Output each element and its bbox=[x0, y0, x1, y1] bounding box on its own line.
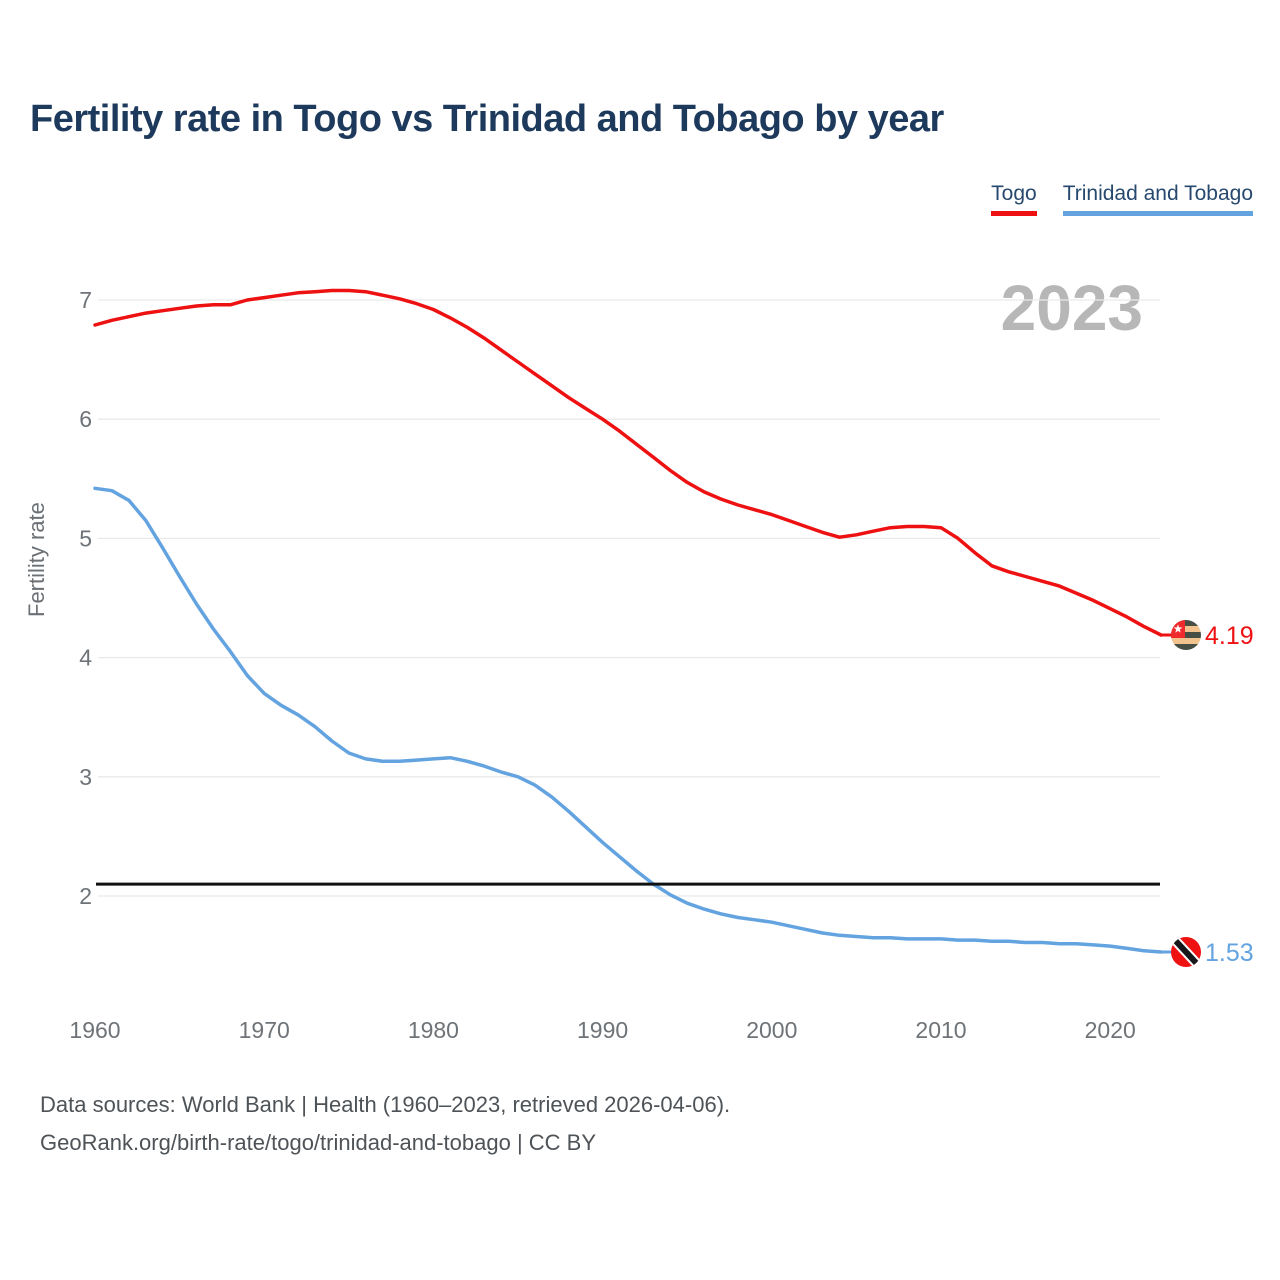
series-line-trinidad_and_tobago[interactable] bbox=[93, 486, 1163, 954]
y-axis-label: Fertility rate bbox=[24, 502, 49, 618]
end-value-label-togo: 4.19 bbox=[1205, 622, 1254, 650]
x-tick-2010: 2010 bbox=[915, 1017, 966, 1043]
legend-item-trinidad-and-tobago[interactable]: Trinidad and Tobago bbox=[1062, 182, 1253, 216]
legend: Togo Trinidad and Tobago bbox=[991, 182, 1253, 216]
y-tick-7: 7 bbox=[79, 287, 92, 313]
trinidad-and-tobago-flag-icon bbox=[1171, 937, 1201, 967]
y-tick-2: 2 bbox=[79, 883, 92, 909]
legend-item-togo[interactable]: Togo bbox=[991, 182, 1037, 216]
x-tick-1980: 1980 bbox=[408, 1017, 459, 1043]
footer-attribution-line: GeoRank.org/birth-rate/togo/trinidad-and… bbox=[40, 1130, 597, 1155]
footer-source-line: Data sources: World Bank | Health (1960–… bbox=[40, 1092, 731, 1117]
togo-flag-icon bbox=[1171, 620, 1201, 650]
x-tick-2000: 2000 bbox=[746, 1017, 797, 1043]
x-tick-2020: 2020 bbox=[1085, 1017, 1136, 1043]
y-tick-6: 6 bbox=[79, 406, 92, 432]
x-tick-1970: 1970 bbox=[239, 1017, 290, 1043]
y-tick-4: 4 bbox=[79, 645, 92, 671]
data-source-footer: Data sources: World Bank | Health (1960–… bbox=[40, 1086, 730, 1162]
y-tick-5: 5 bbox=[79, 525, 92, 551]
end-value-label-trinidad_and_tobago: 1.53 bbox=[1205, 939, 1254, 967]
page-title: Fertility rate in Togo vs Trinidad and T… bbox=[30, 98, 944, 140]
series-line-togo[interactable] bbox=[93, 288, 1163, 637]
x-tick-1960: 1960 bbox=[69, 1017, 120, 1043]
y-tick-3: 3 bbox=[79, 764, 92, 790]
current-year-watermark: 2023 bbox=[1000, 272, 1143, 344]
x-tick-1990: 1990 bbox=[577, 1017, 628, 1043]
